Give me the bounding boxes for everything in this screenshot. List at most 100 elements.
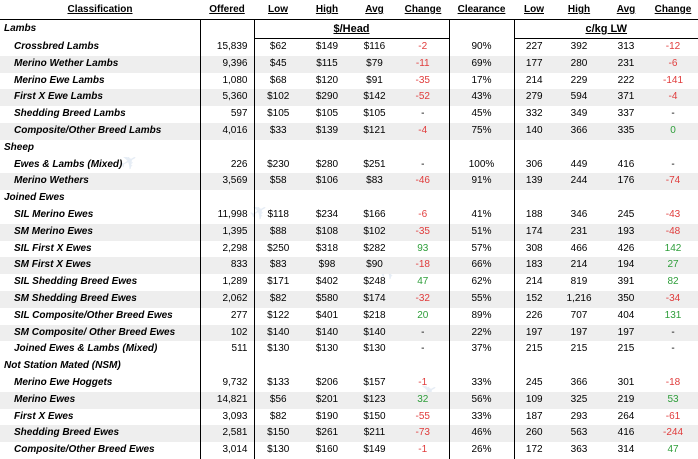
cell-high-kg: 293: [570, 410, 588, 422]
cell-avg-head: $142: [352, 89, 397, 107]
table-row: First X Ewes 3,093 $82 $190 $150 -55 33% 187 293…: [0, 408, 698, 426]
cell-change-kg: -74: [648, 173, 698, 191]
cell-avg-kg: 301: [617, 376, 635, 388]
cell-change-head: -52: [397, 89, 450, 107]
cell-avg-kg: 314: [617, 444, 635, 456]
cell-high-kg: 229: [570, 74, 588, 86]
header-high-head: High: [302, 0, 352, 20]
cell-change-head: -35: [397, 223, 450, 241]
header-high-kg: High: [554, 0, 604, 20]
cell-low-head: $230: [253, 156, 302, 174]
cell-low-head: $83: [253, 257, 302, 275]
table-row: SM First X Ewes 833 $83 $98 $90 -18 66% 183 214 1…: [0, 257, 698, 275]
cell-clearance: 89%: [449, 307, 515, 325]
cell-offered: 4,016: [200, 122, 255, 140]
cell-low-kg: 177: [514, 55, 554, 73]
cell-high-kg: 819: [570, 276, 588, 288]
cell-high-kg: 1,216: [554, 290, 604, 308]
header-avg-kg: Avg: [604, 0, 648, 20]
cell-change-head: -11: [397, 55, 450, 73]
cell-high-kg: 449: [570, 158, 588, 170]
cell-low-head: $133: [253, 374, 302, 392]
table-row: SM Composite/ Other Breed Ewes 102 $140 $14…: [0, 324, 698, 342]
row-classification: SM Composite/ Other Breed Ewes: [0, 324, 201, 342]
cell-offered: 102: [200, 324, 255, 342]
table-row: Merino Wether Lambs 9,396 $45 $115 $79 -11 69%…: [0, 55, 698, 73]
cell-clearance: 100%: [449, 156, 515, 174]
blank-cell: [200, 358, 255, 375]
cell-avg-head: $157: [363, 376, 386, 388]
cell-avg-kg: 215: [617, 343, 635, 355]
cell-change-head: -4: [397, 122, 450, 140]
cell-high-head: $108: [302, 223, 352, 241]
cell-low-head: $45: [253, 55, 302, 73]
blank-cell: [302, 139, 352, 157]
row-classification: Merino Wether Lambs: [0, 55, 201, 73]
cell-avg-head: $121: [352, 122, 397, 140]
table-row: Merino Ewes 14,821 $56 $201 $123 32 56% 109 325 2…: [0, 391, 698, 409]
cell-change-kg: -: [671, 158, 675, 170]
row-classification: Crossbred Lambs: [0, 38, 201, 56]
cell-change-kg: 142: [664, 242, 682, 254]
row-classification: Shedding Breed Lambs: [0, 106, 201, 123]
cell-change-kg: -34: [648, 290, 698, 308]
cell-low-head: $122: [253, 307, 302, 325]
blank-cell: [604, 358, 648, 375]
cell-change-head: 93: [397, 240, 450, 258]
cell-change-head: -: [397, 341, 450, 359]
cell-low-head: $250: [253, 240, 302, 258]
row-classification: Merino Wethers: [0, 173, 201, 191]
blank-cell: [554, 190, 604, 207]
blank-cell: [448, 358, 515, 375]
cell-low-head: $62: [253, 38, 302, 56]
cell-clearance: 22%: [449, 324, 515, 342]
cell-clearance: 62%: [449, 274, 515, 291]
cell-low-kg: 226: [525, 309, 543, 321]
cell-offered: 277: [200, 307, 255, 325]
blank-cell: [554, 358, 604, 375]
table-row: First X Ewe Lambs 5,360 $102 $290 $142 -52 43%…: [0, 89, 698, 107]
cell-offered: 1,080: [200, 72, 255, 90]
row-classification: Composite/Other Breed Lambs: [0, 122, 201, 140]
cell-low-head: $68: [253, 72, 302, 90]
table-row: SM Merino Ewes 1,395 $88 $108 $102 -35 51% 174 2…: [0, 223, 698, 241]
row-classification: Shedding Breed Ewes: [0, 425, 201, 443]
cell-avg-head: $248: [363, 276, 386, 288]
cell-clearance: 90%: [449, 38, 515, 56]
cell-change-kg: 0: [648, 122, 698, 140]
cell-avg-kg: 219: [604, 391, 648, 409]
blank-cell: [352, 190, 397, 207]
cell-avg-head: $251: [363, 158, 386, 170]
cell-offered: 511: [200, 341, 255, 359]
cell-high-kg: 346: [570, 208, 588, 220]
table-row: SIL Shedding Breed Ewes 1,289 $171 $402 $248…: [0, 274, 698, 291]
cell-offered: 1,289: [200, 274, 255, 291]
row-classification: First X Ewe Lambs: [0, 89, 201, 107]
cell-low-head: $171: [253, 274, 302, 291]
cell-high-head: $106: [302, 173, 352, 191]
cell-low-head: $105: [253, 106, 302, 123]
cell-low-head: $33: [253, 122, 302, 140]
cell-high-kg: 366: [554, 122, 604, 140]
section-title: Lambs: [0, 19, 201, 39]
blank-cell: [302, 358, 352, 375]
cell-avg-kg: 245: [617, 208, 635, 220]
cell-avg-kg: 426: [617, 242, 635, 254]
blank-cell: [448, 139, 515, 157]
blank-cell: [253, 190, 302, 207]
cell-offered: 597: [200, 106, 255, 123]
cell-avg-kg: 371: [604, 89, 648, 107]
cell-high-head: $190: [315, 410, 339, 422]
blank-cell: [253, 139, 302, 157]
blank-cell: [253, 358, 302, 375]
section-row: Not Station Mated (NSM): [0, 358, 698, 375]
cell-offered: 2,581: [200, 425, 255, 443]
cell-change-kg: -6: [648, 55, 698, 73]
cell-low-kg: 279: [514, 89, 554, 107]
cell-change-head: -: [397, 106, 450, 123]
cell-avg-head: $105: [363, 108, 386, 120]
header-low-kg: Low: [514, 0, 554, 20]
cell-low-kg: 260: [514, 425, 554, 443]
cell-clearance: 33%: [449, 374, 515, 392]
